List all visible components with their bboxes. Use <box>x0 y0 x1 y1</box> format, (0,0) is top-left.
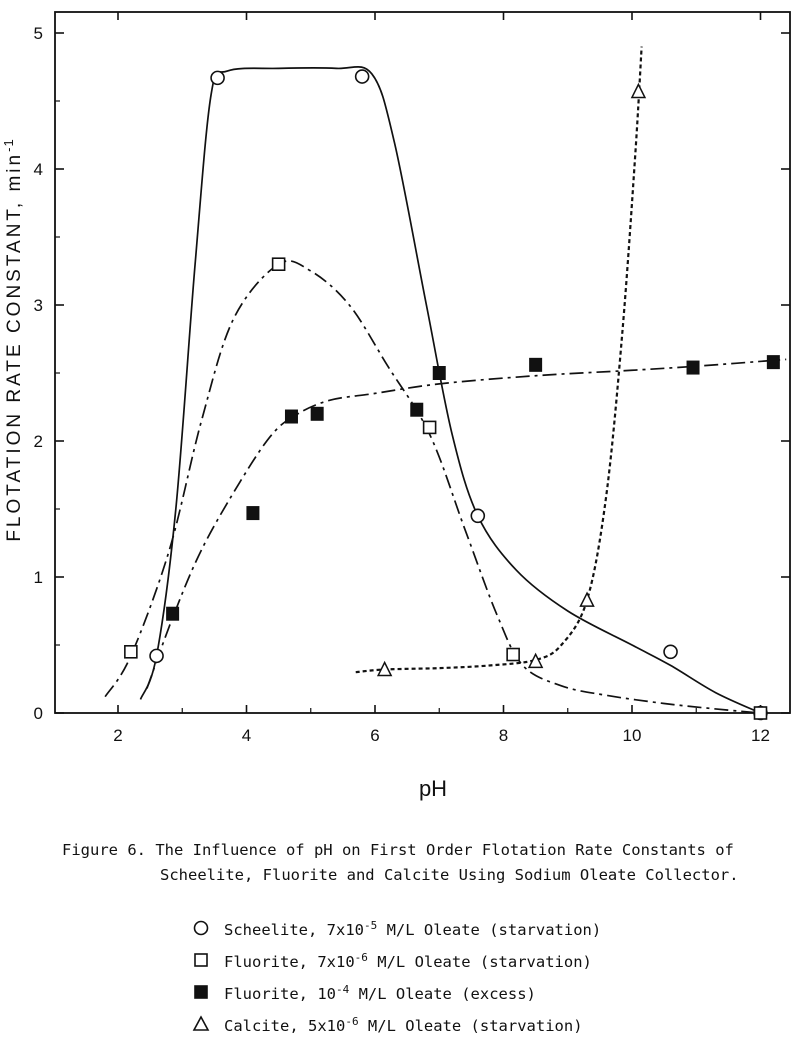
x-tick-label: 10 <box>623 726 642 745</box>
data-point-circle <box>663 644 678 660</box>
data-point-circle <box>210 70 225 86</box>
data-point-triangle <box>376 660 393 677</box>
y-tick-label: 3 <box>34 296 43 315</box>
data-point-circle <box>470 508 486 524</box>
data-point-circle <box>149 648 164 664</box>
y-tick-label: 2 <box>34 432 43 451</box>
x-tick-label: 6 <box>370 726 379 745</box>
series-line-3 <box>146 358 787 689</box>
y-tick-label: 5 <box>34 24 43 43</box>
data-point-open-square <box>422 420 437 435</box>
x-axis-title: pH <box>419 776 447 801</box>
figure-caption: Figure 6. The Influence of pH on First O… <box>62 838 782 888</box>
open-circle-icon <box>192 917 224 939</box>
data-point-open-square <box>506 647 520 662</box>
legend-label: Fluorite, 7x10-6 M/L Oleate (starvation) <box>224 951 592 971</box>
data-point-filled-square <box>310 406 324 421</box>
x-tick-label: 4 <box>242 726 251 745</box>
legend-item-scheelite: Scheelite, 7x10-5 M/L Oleate (starvation… <box>192 912 601 944</box>
legend-label: Calcite, 5x10-6 M/L Oleate (starvation) <box>224 1015 583 1035</box>
data-point-triangle <box>527 652 544 669</box>
legend-item-fluorite-starvation: Fluorite, 7x10-6 M/L Oleate (starvation) <box>192 944 601 976</box>
data-point-filled-square <box>766 355 780 370</box>
series-line-1 <box>139 65 761 714</box>
open-triangle-icon <box>192 1013 224 1035</box>
plot-frame <box>54 11 791 714</box>
caption-line-1: Figure 6. The Influence of pH on First O… <box>62 841 734 859</box>
y-tick-label: 1 <box>34 568 43 587</box>
legend: Scheelite, 7x10-5 M/L Oleate (starvation… <box>192 912 601 1040</box>
data-point-open-square <box>271 257 286 272</box>
data-point-circle <box>354 69 370 84</box>
x-tick-label: 12 <box>751 726 770 745</box>
y-tick-label: 4 <box>34 160 43 179</box>
data-point-filled-square <box>246 506 260 521</box>
y-tick-label: 0 <box>34 704 43 723</box>
open-square-icon <box>192 949 224 971</box>
legend-label: Fluorite, 10-4 M/L Oleate (excess) <box>224 983 536 1003</box>
data-point-filled-square <box>432 366 446 380</box>
x-tick-label: 8 <box>499 726 508 745</box>
data-point-filled-square <box>529 357 543 372</box>
data-point-open-square <box>124 644 138 659</box>
caption-line-2: Scheelite, Fluorite and Calcite Using So… <box>160 866 739 884</box>
data-point-triangle <box>630 82 647 99</box>
data-point-filled-square <box>410 402 424 417</box>
series-line-2 <box>104 260 761 714</box>
filled-square-icon <box>192 981 224 1003</box>
data-point-open-square <box>753 706 768 720</box>
legend-item-fluorite-excess: Fluorite, 10-4 M/L Oleate (excess) <box>192 976 601 1008</box>
data-point-filled-square <box>686 360 700 375</box>
data-point-filled-square <box>166 606 180 621</box>
data-point-triangle <box>579 591 595 607</box>
legend-item-calcite: Calcite, 5x10-6 M/L Oleate (starvation) <box>192 1008 601 1040</box>
x-tick-label: 2 <box>113 726 122 745</box>
y-axis-title: FLOTATION RATE CONSTANT, min-1 <box>1 138 26 541</box>
data-point-filled-square <box>284 409 298 424</box>
series-line-4 <box>355 46 643 674</box>
legend-label: Scheelite, 7x10-5 M/L Oleate (starvation… <box>224 919 602 939</box>
